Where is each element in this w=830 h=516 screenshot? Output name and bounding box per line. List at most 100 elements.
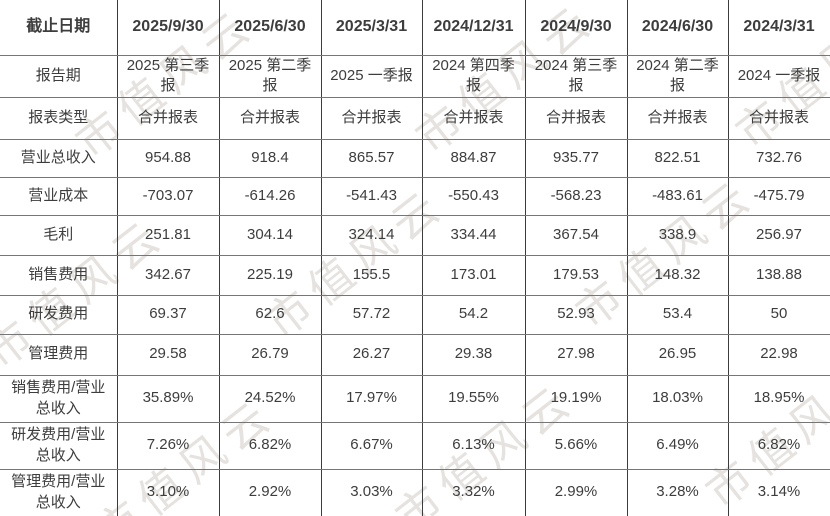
cell: 53.4 xyxy=(627,295,729,335)
row-label: 毛利 xyxy=(0,215,118,256)
cell: 22.98 xyxy=(728,334,830,376)
table-row-rd-expenses: 研发费用 69.37 62.6 57.72 54.2 52.93 53.4 50 xyxy=(0,295,830,335)
cell: 19.19% xyxy=(525,375,628,423)
row-label: 营业总收入 xyxy=(0,139,118,178)
cell: 26.95 xyxy=(627,334,729,376)
cell: 57.72 xyxy=(321,295,423,335)
cell: 18.95% xyxy=(728,375,830,423)
cell: 3.28% xyxy=(627,469,729,516)
row-label: 报告期 xyxy=(0,55,118,98)
cell: 26.79 xyxy=(219,334,322,376)
cell: 合并报表 xyxy=(728,97,830,140)
table-row-selling-expense-ratio: 销售费用/营业总收入 35.89% 24.52% 17.97% 19.55% 1… xyxy=(0,375,830,423)
cell: 35.89% xyxy=(117,375,220,423)
cell: 5.66% xyxy=(525,422,628,470)
cell: 合并报表 xyxy=(525,97,628,140)
cell: 18.03% xyxy=(627,375,729,423)
table-row-admin-expenses: 管理费用 29.58 26.79 26.27 29.38 27.98 26.95… xyxy=(0,334,830,376)
cell: 合并报表 xyxy=(422,97,526,140)
row-label: 研发费用/营业总收入 xyxy=(0,422,118,470)
cell: 2025 第三季报 xyxy=(117,55,220,98)
cell: 2024 第四季报 xyxy=(422,55,526,98)
cell: 935.77 xyxy=(525,139,628,178)
cell: 50 xyxy=(728,295,830,335)
row-label: 管理费用 xyxy=(0,334,118,376)
cell: -475.79 xyxy=(728,177,830,216)
cell: 2024 第三季报 xyxy=(525,55,628,98)
cell: 6.49% xyxy=(627,422,729,470)
cell: 3.10% xyxy=(117,469,220,516)
cell: 27.98 xyxy=(525,334,628,376)
cell: 62.6 xyxy=(219,295,322,335)
row-label: 管理费用/营业总收入 xyxy=(0,469,118,516)
cell: 338.9 xyxy=(627,215,729,256)
table-row-admin-expense-ratio: 管理费用/营业总收入 3.10% 2.92% 3.03% 3.32% 2.99%… xyxy=(0,469,830,516)
header-label-cutoff-date: 截止日期 xyxy=(0,0,118,56)
cell: 2025 一季报 xyxy=(321,55,423,98)
cell: -568.23 xyxy=(525,177,628,216)
cell: 6.82% xyxy=(728,422,830,470)
table-row-gross-profit: 毛利 251.81 304.14 324.14 334.44 367.54 33… xyxy=(0,215,830,256)
header-date-cell: 2025/3/31 xyxy=(321,0,423,56)
cell: 26.27 xyxy=(321,334,423,376)
table-row-operating-cost: 营业成本 -703.07 -614.26 -541.43 -550.43 -56… xyxy=(0,177,830,216)
cell: 334.44 xyxy=(422,215,526,256)
cell: 29.38 xyxy=(422,334,526,376)
table-header-row: 截止日期 2025/9/30 2025/6/30 2025/3/31 2024/… xyxy=(0,0,830,56)
cell: 54.2 xyxy=(422,295,526,335)
cell: 6.67% xyxy=(321,422,423,470)
header-date-cell: 2024/3/31 xyxy=(728,0,830,56)
cell: 367.54 xyxy=(525,215,628,256)
cell: 2025 第二季报 xyxy=(219,55,322,98)
cell: 52.93 xyxy=(525,295,628,335)
cell: 6.13% xyxy=(422,422,526,470)
cell: 24.52% xyxy=(219,375,322,423)
cell: 29.58 xyxy=(117,334,220,376)
cell: 合并报表 xyxy=(321,97,423,140)
cell: 合并报表 xyxy=(219,97,322,140)
cell: 2.92% xyxy=(219,469,322,516)
header-date-cell: 2024/6/30 xyxy=(627,0,729,56)
table-row-rd-expense-ratio: 研发费用/营业总收入 7.26% 6.82% 6.67% 6.13% 5.66%… xyxy=(0,422,830,470)
cell: 155.5 xyxy=(321,255,423,296)
cell: 6.82% xyxy=(219,422,322,470)
cell: 19.55% xyxy=(422,375,526,423)
row-label: 销售费用/营业总收入 xyxy=(0,375,118,423)
cell: -483.61 xyxy=(627,177,729,216)
header-date-cell: 2024/12/31 xyxy=(422,0,526,56)
cell: -614.26 xyxy=(219,177,322,216)
cell: 3.03% xyxy=(321,469,423,516)
row-label: 营业成本 xyxy=(0,177,118,216)
cell: -541.43 xyxy=(321,177,423,216)
cell: 148.32 xyxy=(627,255,729,296)
cell: 954.88 xyxy=(117,139,220,178)
table-row-report-type: 报表类型 合并报表 合并报表 合并报表 合并报表 合并报表 合并报表 合并报表 xyxy=(0,97,830,140)
cell: 304.14 xyxy=(219,215,322,256)
cell: 342.67 xyxy=(117,255,220,296)
cell: 69.37 xyxy=(117,295,220,335)
cell: -703.07 xyxy=(117,177,220,216)
header-date-cell: 2024/9/30 xyxy=(525,0,628,56)
cell: 179.53 xyxy=(525,255,628,296)
cell: 884.87 xyxy=(422,139,526,178)
table-row-total-revenue: 营业总收入 954.88 918.4 865.57 884.87 935.77 … xyxy=(0,139,830,178)
cell: 822.51 xyxy=(627,139,729,178)
cell: 2024 一季报 xyxy=(728,55,830,98)
cell: 3.32% xyxy=(422,469,526,516)
cell: 合并报表 xyxy=(627,97,729,140)
cell: -550.43 xyxy=(422,177,526,216)
cell: 225.19 xyxy=(219,255,322,296)
cell: 732.76 xyxy=(728,139,830,178)
cell: 2024 第二季报 xyxy=(627,55,729,98)
cell: 合并报表 xyxy=(117,97,220,140)
cell: 138.88 xyxy=(728,255,830,296)
cell: 3.14% xyxy=(728,469,830,516)
cell: 7.26% xyxy=(117,422,220,470)
header-date-cell: 2025/6/30 xyxy=(219,0,322,56)
header-date-cell: 2025/9/30 xyxy=(117,0,220,56)
cell: 173.01 xyxy=(422,255,526,296)
cell: 324.14 xyxy=(321,215,423,256)
cell: 918.4 xyxy=(219,139,322,178)
